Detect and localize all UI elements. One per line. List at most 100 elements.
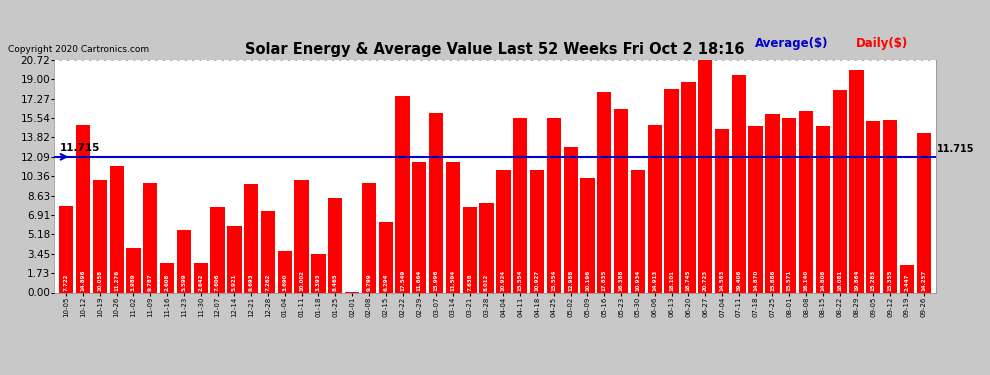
Bar <box>479 202 494 292</box>
Text: 11.276: 11.276 <box>114 270 119 291</box>
Text: 19.864: 19.864 <box>854 270 859 291</box>
Bar <box>647 125 662 292</box>
Text: 15.886: 15.886 <box>770 270 775 291</box>
Text: 19.406: 19.406 <box>737 270 742 291</box>
Bar <box>580 178 595 292</box>
Text: 11.664: 11.664 <box>417 270 422 291</box>
Bar <box>245 184 258 292</box>
Text: 5.921: 5.921 <box>232 274 237 291</box>
Text: 18.745: 18.745 <box>686 270 691 291</box>
Text: 18.101: 18.101 <box>669 270 674 291</box>
Text: 14.896: 14.896 <box>80 270 85 291</box>
Text: 10.196: 10.196 <box>585 270 590 291</box>
Text: 15.355: 15.355 <box>888 270 893 291</box>
Bar <box>277 251 292 292</box>
Bar <box>462 207 477 292</box>
Text: 10.058: 10.058 <box>97 270 102 291</box>
Text: Average($): Average($) <box>755 37 829 50</box>
Text: 3.393: 3.393 <box>316 274 321 291</box>
Bar <box>361 183 376 292</box>
Bar <box>513 118 528 292</box>
Text: 16.388: 16.388 <box>619 270 624 291</box>
Text: 10.934: 10.934 <box>636 270 641 291</box>
Text: 15.554: 15.554 <box>551 270 556 291</box>
Text: 2.642: 2.642 <box>198 274 203 291</box>
Text: 7.606: 7.606 <box>215 274 220 291</box>
Text: 8.465: 8.465 <box>333 274 338 291</box>
Text: 15.554: 15.554 <box>518 270 523 291</box>
Text: 15.996: 15.996 <box>434 270 439 291</box>
Text: 10.927: 10.927 <box>535 270 540 291</box>
Bar <box>395 96 410 292</box>
Text: 9.787: 9.787 <box>148 274 152 291</box>
Text: 9.693: 9.693 <box>248 274 253 291</box>
Text: 7.262: 7.262 <box>265 274 270 291</box>
Bar <box>631 170 645 292</box>
Text: 16.140: 16.140 <box>804 270 809 291</box>
Bar <box>412 162 427 292</box>
Text: 9.799: 9.799 <box>366 274 371 291</box>
Bar <box>563 147 578 292</box>
Text: 10.924: 10.924 <box>501 270 506 291</box>
Text: 3.690: 3.690 <box>282 274 287 291</box>
Bar <box>546 118 561 292</box>
Text: 15.283: 15.283 <box>871 270 876 291</box>
Bar <box>614 109 629 292</box>
Text: Daily($): Daily($) <box>856 37 909 50</box>
Bar <box>260 211 275 292</box>
Text: 11.715: 11.715 <box>59 143 100 153</box>
Bar <box>127 248 141 292</box>
Bar <box>866 121 880 292</box>
Bar <box>59 206 73 292</box>
Bar <box>816 126 830 292</box>
Bar <box>177 230 191 292</box>
Bar <box>211 207 225 292</box>
Text: 14.808: 14.808 <box>821 270 826 291</box>
Bar <box>799 111 813 292</box>
Bar <box>446 162 460 292</box>
Text: 20.723: 20.723 <box>703 270 708 291</box>
Text: 8.012: 8.012 <box>484 274 489 291</box>
Bar <box>732 75 745 292</box>
Bar <box>883 120 897 292</box>
Bar <box>328 198 343 292</box>
Text: 2.608: 2.608 <box>164 274 169 291</box>
Bar <box>530 170 544 292</box>
Title: Solar Energy & Average Value Last 52 Weeks Fri Oct 2 18:16: Solar Energy & Average Value Last 52 Wee… <box>246 42 744 57</box>
Text: Copyright 2020 Cartronics.com: Copyright 2020 Cartronics.com <box>8 45 149 54</box>
Text: 3.989: 3.989 <box>131 274 136 291</box>
Text: 18.081: 18.081 <box>838 270 842 291</box>
Bar <box>110 166 124 292</box>
Bar <box>849 70 863 292</box>
Text: 10.002: 10.002 <box>299 270 304 291</box>
Text: 2.447: 2.447 <box>905 274 910 291</box>
Text: 7.722: 7.722 <box>63 274 68 291</box>
Bar <box>698 60 713 292</box>
Bar <box>597 92 612 292</box>
Text: 6.294: 6.294 <box>383 274 388 291</box>
Bar <box>715 129 730 292</box>
Bar <box>294 180 309 292</box>
Bar <box>76 125 90 292</box>
Bar <box>748 126 762 292</box>
Bar <box>311 254 326 292</box>
Bar <box>917 132 931 292</box>
Text: 17.549: 17.549 <box>400 270 405 291</box>
Bar <box>429 113 444 292</box>
Bar <box>833 90 846 292</box>
Bar <box>93 180 107 292</box>
Text: 11.594: 11.594 <box>450 270 455 291</box>
Text: 14.583: 14.583 <box>720 270 725 291</box>
Bar <box>378 222 393 292</box>
Bar <box>681 82 696 292</box>
Bar <box>228 226 242 292</box>
Text: 15.571: 15.571 <box>787 270 792 291</box>
Text: 12.988: 12.988 <box>568 270 573 291</box>
Bar <box>144 183 157 292</box>
Text: 14.257: 14.257 <box>922 270 927 291</box>
Text: 7.638: 7.638 <box>467 274 472 291</box>
Bar <box>664 89 679 292</box>
Bar <box>900 265 914 292</box>
Bar <box>782 118 796 292</box>
Text: 17.835: 17.835 <box>602 270 607 291</box>
